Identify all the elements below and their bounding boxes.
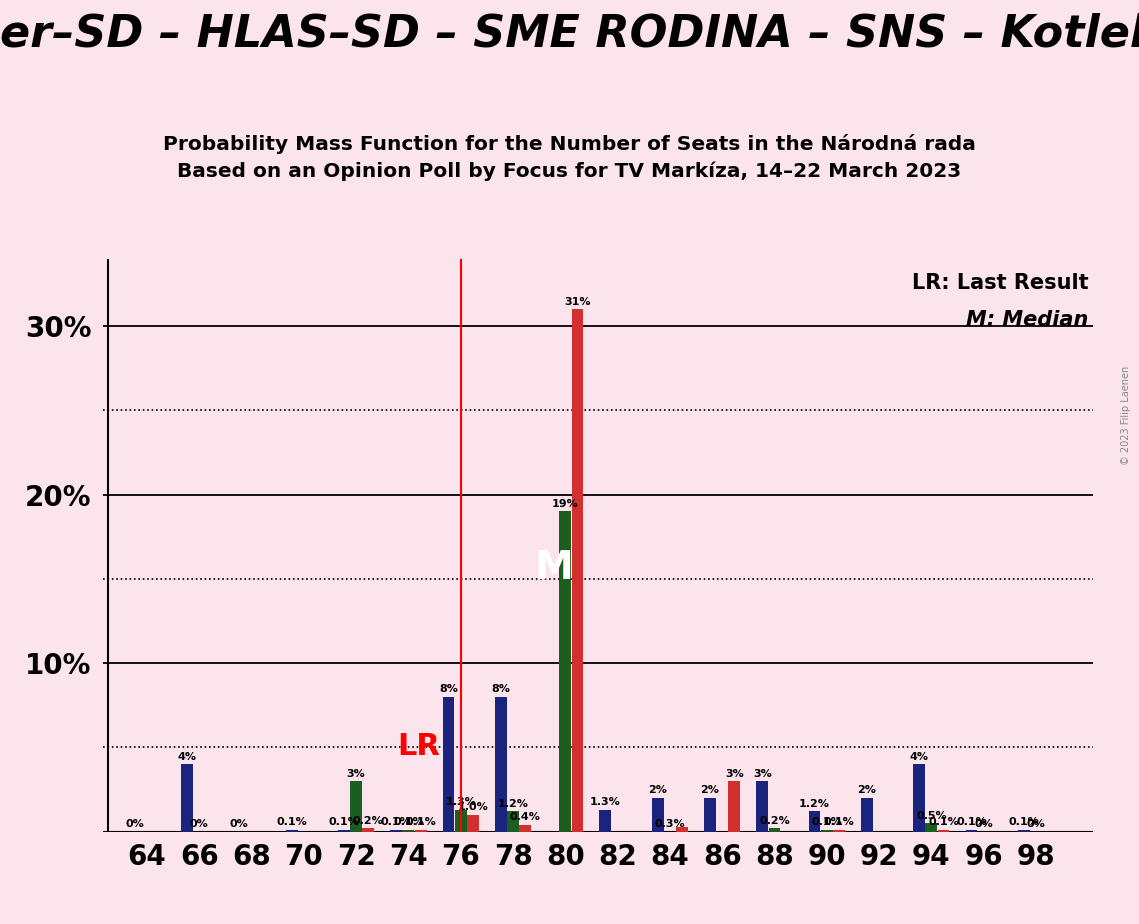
Bar bbox=[415, 830, 426, 832]
Bar bbox=[821, 830, 833, 832]
Text: Probability Mass Function for the Number of Seats in the Národná rada: Probability Mass Function for the Number… bbox=[163, 134, 976, 154]
Text: 0.1%: 0.1% bbox=[1008, 818, 1039, 827]
Text: 0.1%: 0.1% bbox=[823, 818, 854, 827]
Bar bbox=[181, 764, 192, 832]
Bar bbox=[925, 823, 937, 832]
Bar bbox=[507, 811, 519, 832]
Bar bbox=[402, 830, 415, 832]
Text: 0.2%: 0.2% bbox=[353, 816, 384, 826]
Bar bbox=[966, 830, 977, 832]
Text: er–SD – HLAS–SD – SME RODINA – SNS – Kotleba–ĽŠ: er–SD – HLAS–SD – SME RODINA – SNS – Kot… bbox=[0, 14, 1139, 57]
Bar bbox=[861, 798, 872, 832]
Bar bbox=[362, 828, 375, 832]
Bar bbox=[338, 830, 350, 832]
Bar bbox=[913, 764, 925, 832]
Bar bbox=[467, 815, 478, 832]
Bar bbox=[809, 811, 820, 832]
Text: 2%: 2% bbox=[648, 785, 667, 796]
Text: 0.1%: 0.1% bbox=[393, 818, 424, 827]
Text: 0%: 0% bbox=[1026, 819, 1046, 829]
Text: 0%: 0% bbox=[125, 819, 145, 829]
Bar bbox=[391, 830, 402, 832]
Text: 1.0%: 1.0% bbox=[458, 802, 489, 812]
Bar bbox=[494, 697, 507, 832]
Text: 1.2%: 1.2% bbox=[800, 799, 830, 808]
Bar bbox=[769, 828, 780, 832]
Text: 0%: 0% bbox=[190, 819, 208, 829]
Text: 0.1%: 0.1% bbox=[405, 818, 436, 827]
Text: © 2023 Filip Laenen: © 2023 Filip Laenen bbox=[1121, 366, 1131, 466]
Bar bbox=[729, 781, 740, 832]
Text: 3%: 3% bbox=[753, 769, 771, 779]
Bar bbox=[652, 798, 664, 832]
Text: 0.2%: 0.2% bbox=[759, 816, 789, 826]
Text: LR: Last Result: LR: Last Result bbox=[912, 274, 1089, 293]
Bar bbox=[937, 830, 950, 832]
Text: 4%: 4% bbox=[178, 752, 197, 761]
Text: 1.3%: 1.3% bbox=[445, 797, 476, 808]
Bar bbox=[572, 310, 583, 832]
Text: 2%: 2% bbox=[700, 785, 720, 796]
Bar bbox=[454, 809, 467, 832]
Bar bbox=[350, 781, 362, 832]
Bar bbox=[833, 830, 845, 832]
Bar bbox=[677, 827, 688, 832]
Text: 8%: 8% bbox=[491, 685, 510, 694]
Text: M: M bbox=[534, 549, 573, 588]
Bar bbox=[1018, 830, 1030, 832]
Text: 0%: 0% bbox=[230, 819, 248, 829]
Text: 0.4%: 0.4% bbox=[510, 812, 541, 822]
Text: 4%: 4% bbox=[910, 752, 928, 761]
Bar bbox=[443, 697, 454, 832]
Text: 0.1%: 0.1% bbox=[956, 818, 986, 827]
Text: 0%: 0% bbox=[974, 819, 993, 829]
Text: 0.5%: 0.5% bbox=[916, 810, 947, 821]
Text: 31%: 31% bbox=[564, 297, 591, 307]
Text: 3%: 3% bbox=[346, 769, 366, 779]
Text: 0.3%: 0.3% bbox=[655, 819, 686, 829]
Bar bbox=[756, 781, 768, 832]
Text: 0.1%: 0.1% bbox=[277, 818, 308, 827]
Text: M: Median: M: Median bbox=[966, 310, 1089, 330]
Text: 0.1%: 0.1% bbox=[811, 818, 842, 827]
Text: LR: LR bbox=[396, 732, 440, 760]
Text: 19%: 19% bbox=[552, 499, 579, 509]
Text: Based on an Opinion Poll by Focus for TV Markíza, 14–22 March 2023: Based on an Opinion Poll by Focus for TV… bbox=[178, 162, 961, 181]
Text: 1.2%: 1.2% bbox=[498, 799, 528, 808]
Text: 2%: 2% bbox=[858, 785, 876, 796]
Text: 8%: 8% bbox=[439, 685, 458, 694]
Bar bbox=[704, 798, 716, 832]
Bar bbox=[286, 830, 297, 832]
Text: 0.1%: 0.1% bbox=[928, 818, 959, 827]
Bar bbox=[599, 809, 612, 832]
Bar bbox=[519, 825, 531, 832]
Bar bbox=[559, 512, 572, 832]
Text: 0.1%: 0.1% bbox=[380, 818, 411, 827]
Text: 1.3%: 1.3% bbox=[590, 797, 621, 808]
Text: 3%: 3% bbox=[726, 769, 744, 779]
Text: 0.1%: 0.1% bbox=[328, 818, 359, 827]
